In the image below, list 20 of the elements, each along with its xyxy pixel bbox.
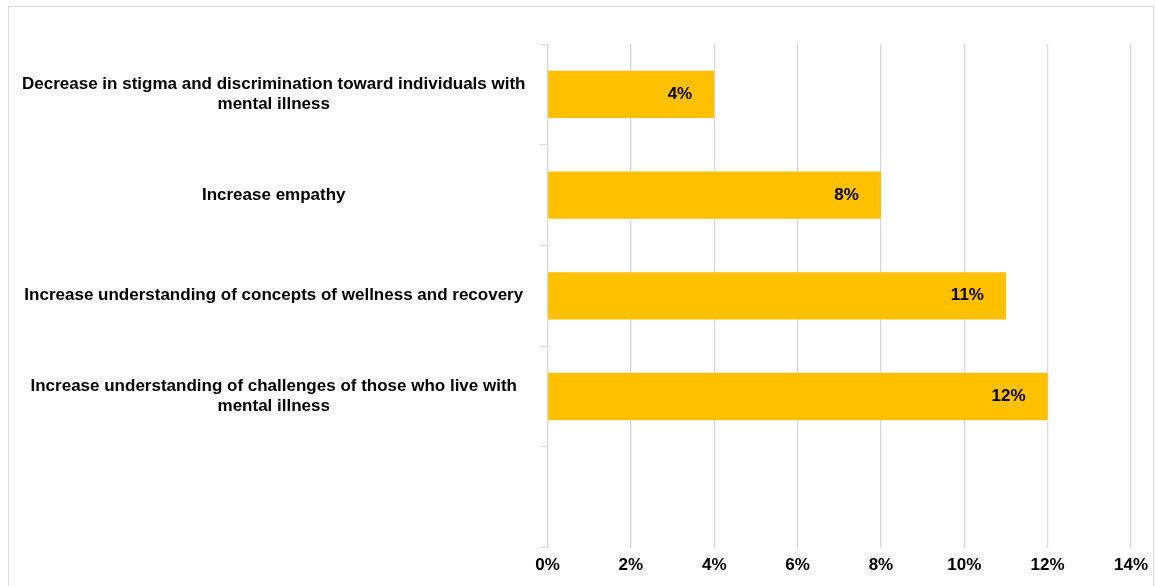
y-tick-label: Increase understanding of challenges of those who live with mental illness [30, 376, 517, 416]
bar [548, 272, 1006, 320]
y-tick-label: Decrease in stigma and discrimination toward individuals with mental illness [21, 73, 526, 114]
y-tick-label: Increase empathy [201, 184, 347, 204]
data-label: 11% [950, 285, 984, 305]
x-tick-label: 8% [868, 555, 894, 575]
bar [548, 70, 715, 119]
x-tick-label: 0% [535, 555, 560, 575]
x-tick-label: 12% [1030, 555, 1065, 575]
y-tick-label: Increase understanding of concepts of wellness and recovery [24, 285, 524, 305]
bar [548, 171, 881, 219]
x-tick-label: 2% [618, 555, 644, 575]
x-tick-label: 4% [701, 555, 727, 575]
data-label: 8% [834, 184, 859, 204]
x-tick-label: 14% [1113, 555, 1148, 575]
x-tick-label: 10% [947, 555, 982, 575]
bar [548, 372, 1048, 421]
data-label: 4% [667, 84, 693, 104]
x-tick-label: 6% [785, 555, 810, 575]
data-label: 12% [991, 386, 1026, 406]
